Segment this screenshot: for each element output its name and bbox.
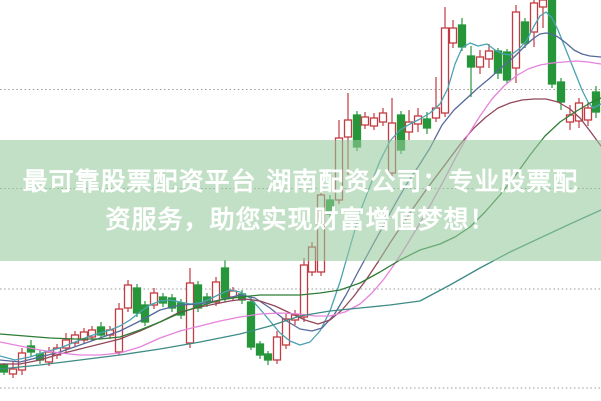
candle-up [574,102,584,122]
candle-down [493,50,503,74]
candle-up [538,0,548,8]
candle-up [343,119,353,138]
candle-down [263,353,273,361]
candle-up [583,107,593,121]
ad-text-line1: 最可靠股票配资平台 湖南配资公司：专业股票配 [22,167,579,196]
candle-down [255,343,265,356]
candle-up [511,11,521,69]
candle-down [176,302,186,316]
candle-up [114,308,124,353]
candle-down [132,287,142,314]
candle-down [422,118,432,129]
candle-down [466,55,476,68]
candle-up [185,282,195,344]
candle-up [79,331,89,341]
candle-down [167,297,177,309]
candle-down [457,24,467,48]
candle-up [272,336,282,361]
candle-down [547,0,557,85]
candle-down [246,301,256,348]
candle-up [87,329,97,338]
candle-up [475,56,485,68]
candle-up [211,281,221,303]
candle-up [281,318,291,346]
candle-down [140,304,150,323]
candle-up [360,116,370,126]
candle-up [149,292,159,306]
candle-down [502,51,512,81]
candle-up [123,284,133,309]
candle-up [529,2,539,33]
ad-banner-overlay[interactable]: 最可靠股票配资平台 湖南配资公司：专业股票配 资服务，助您实现财富增值梦想！ [0,140,601,261]
ma-pink [0,60,601,356]
candle-up [369,117,379,127]
candle-up [378,112,388,123]
ad-text-line2: 资服务，助您实现财富增值梦想！ [105,204,496,234]
candle-up [448,27,458,44]
candle-up [440,27,450,114]
candle-up [484,50,494,60]
candle-down [220,267,230,299]
candle-up [8,368,18,375]
candle-up [299,264,309,318]
candle-down [556,81,566,103]
ma-maroon [0,98,601,365]
